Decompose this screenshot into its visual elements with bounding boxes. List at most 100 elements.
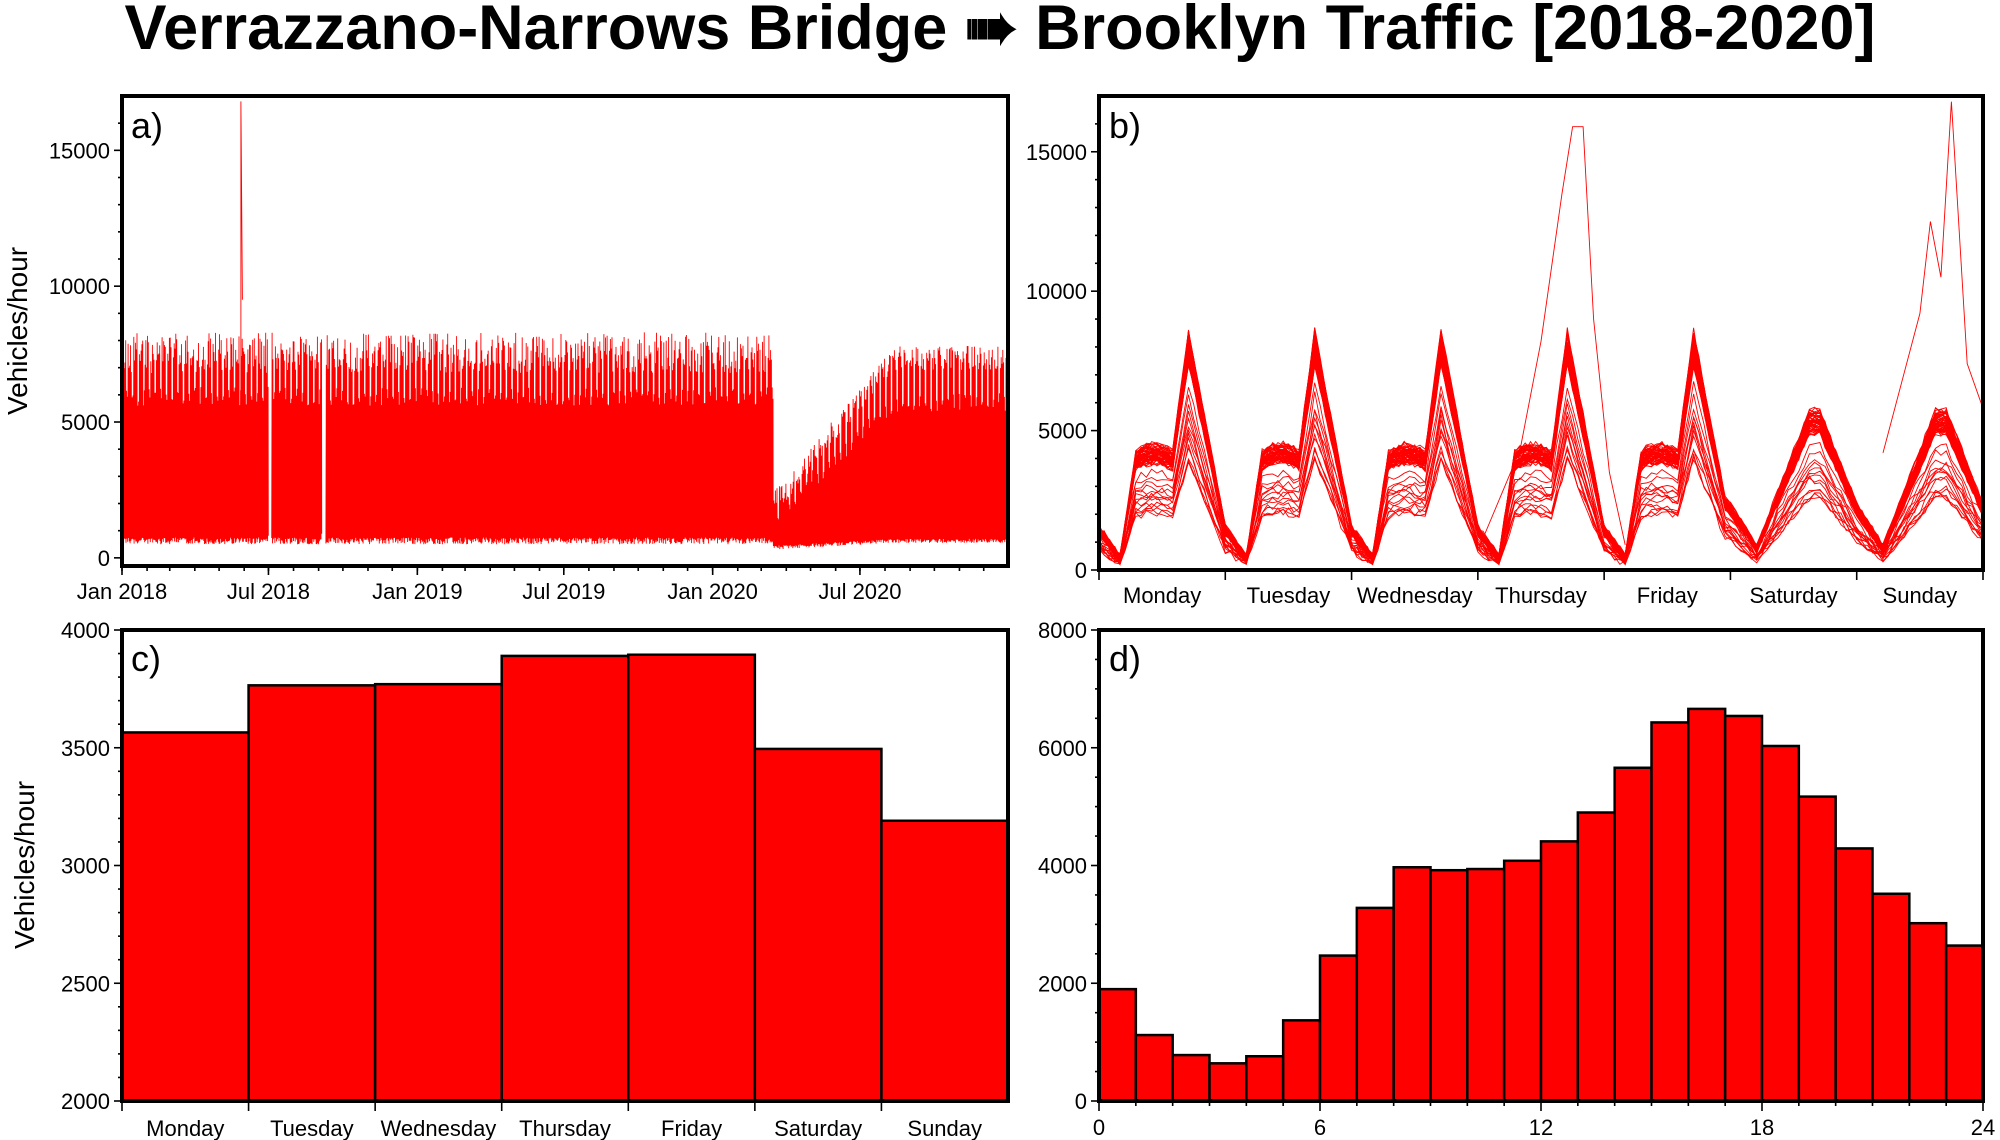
panel-d-bar: [1760, 744, 1801, 1103]
panel-d-y-tick-label: 2000: [1038, 971, 1087, 996]
panel-d-label: d): [1109, 638, 1141, 679]
panel-b-x-tick-label: Tuesday: [1247, 583, 1331, 608]
panel-a-y-tick-label: 15000: [49, 138, 110, 163]
panel-d-x-tick-label: 24: [1971, 1115, 1995, 1140]
panel-a-y-tick-label: 0: [98, 546, 110, 571]
panel-c-x-tick-label: Monday: [146, 1116, 224, 1140]
panel-d-bar: [1466, 867, 1506, 1103]
panel-a-x-tick-label: Jul 2019: [522, 579, 605, 604]
panel-b-week-line: [1099, 327, 1983, 560]
panel-d-bar: [1281, 1019, 1322, 1103]
panel-b: 0 5000 10000 15000 Monday Tuesday Wednesday Thu…: [1026, 94, 1985, 608]
panel-a-x-tick-label: Jul 2020: [818, 579, 901, 604]
panel-c-bars: [120, 653, 1010, 1103]
panel-d-frame: [1097, 628, 1985, 1103]
panel-d-bar: [1576, 811, 1616, 1103]
panel-b-y-tick-label: 5000: [1038, 419, 1087, 444]
panel-c-y-tick-label: 3000: [61, 854, 110, 879]
panel-d-bar: [1097, 987, 1138, 1103]
panel-a-hourly-traffic-line: [122, 332, 1008, 550]
panel-d-bar: [1318, 954, 1359, 1103]
panel-b-x-tick-label: Thursday: [1495, 583, 1587, 608]
panel-d-bar: [1355, 906, 1395, 1103]
panel-b-outlier-thursday-line: [1477, 126, 1626, 551]
panel-b-week-line: [1099, 359, 1983, 564]
panel-c-bar: [627, 653, 757, 1103]
panel-c-frame: [120, 628, 1010, 1103]
panel-a-ticks: 0 5000 10000 15000 Jan 2018 Jul 2018 Jan 2019 J…: [49, 122, 985, 604]
panel-d-x-tick-label: 18: [1750, 1115, 1774, 1140]
panel-a-x-tick-label: Jul 2018: [227, 579, 310, 604]
panel-d-bar: [1429, 868, 1469, 1103]
panel-a-spike-line: [240, 101, 243, 504]
panel-c: 2000 2500 3000 3500 4000 Monday Tuesday Wednesd…: [9, 618, 1010, 1140]
panel-d-y-tick-label: 4000: [1038, 854, 1087, 879]
panel-d-y-tick-label: 0: [1075, 1089, 1087, 1114]
panel-b-y-tick-label: 10000: [1026, 279, 1087, 304]
panel-c-bar: [120, 731, 250, 1103]
panel-b-week-line: [1099, 331, 1983, 559]
panel-d-bar: [1134, 1033, 1174, 1103]
panel-d-ticks: 0 2000 4000 6000 8000 0 6 12 18 24: [1038, 618, 1995, 1140]
panel-d-y-tick-label: 6000: [1038, 736, 1087, 761]
panel-a-y-axis-label: Vehicles/hour: [2, 247, 33, 415]
panel-d-y-tick-label: 8000: [1038, 618, 1087, 643]
panel-c-ticks: 2000 2500 3000 3500 4000 Monday Tuesday Wednesd…: [61, 618, 982, 1140]
panel-d-bar: [1797, 795, 1837, 1103]
panel-c-x-tick-label: Saturday: [774, 1116, 862, 1140]
panel-c-x-tick-label: Friday: [661, 1116, 722, 1140]
panel-c-label: c): [131, 638, 161, 679]
panel-d-bars: [1097, 707, 1985, 1103]
panel-c-x-tick-label: Thursday: [519, 1116, 611, 1140]
panel-b-week-line: [1099, 456, 1983, 566]
panel-c-y-tick-label: 2500: [61, 971, 110, 996]
panel-d-bar: [1208, 1062, 1248, 1103]
panel-c-bar: [880, 819, 1010, 1103]
panel-d-bar: [1539, 840, 1580, 1103]
panel-c-bar: [247, 684, 377, 1103]
panel-d: 0 2000 4000 6000 8000 0 6 12 18 24 d): [1038, 618, 1995, 1140]
panel-c-y-tick-label: 2000: [61, 1089, 110, 1114]
panel-c-x-tick-label: Wednesday: [381, 1116, 497, 1140]
panel-d-bar: [1871, 892, 1911, 1103]
panel-a-label: a): [131, 105, 163, 146]
panel-d-bar: [1908, 921, 1948, 1103]
panel-b-x-tick-label: Sunday: [1883, 583, 1958, 608]
panel-a-y-tick-label: 5000: [61, 410, 110, 435]
panel-d-bar: [1613, 766, 1653, 1103]
panel-b-label: b): [1109, 105, 1141, 146]
panel-b-weekly-profiles: [1099, 101, 1983, 566]
panel-a-y-tick-label: 10000: [49, 274, 110, 299]
panel-d-bar: [1723, 714, 1764, 1103]
panel-a: 0 5000 10000 15000 Jan 2018 Jul 2018 Jan 2019 J…: [2, 94, 1010, 604]
figure-title: Verrazzano-Narrows Bridge ➠ Brooklyn Tra…: [125, 0, 1876, 63]
panel-a-x-tick-label: Jan 2020: [667, 579, 758, 604]
panel-d-x-tick-label: 0: [1093, 1115, 1105, 1140]
panel-c-y-tick-label: 4000: [61, 618, 110, 643]
panel-d-bar: [1502, 859, 1543, 1103]
panel-c-y-tick-label: 3500: [61, 736, 110, 761]
panel-b-x-tick-label: Saturday: [1750, 583, 1838, 608]
panel-d-bar: [1392, 866, 1432, 1103]
panel-c-y-axis-label: Vehicles/hour: [9, 781, 40, 949]
panel-d-x-tick-label: 12: [1529, 1115, 1553, 1140]
panel-d-bar: [1245, 1055, 1285, 1103]
panel-a-x-tick-label: Jan 2018: [77, 579, 168, 604]
panel-a-frame: [120, 94, 1010, 568]
panel-b-x-tick-label: Wednesday: [1357, 583, 1473, 608]
panel-b-x-tick-label: Monday: [1123, 583, 1201, 608]
panel-d-bar: [1944, 944, 1985, 1103]
panel-b-y-tick-label: 15000: [1026, 140, 1087, 165]
panel-d-bar: [1650, 721, 1690, 1103]
panel-c-x-tick-label: Tuesday: [270, 1116, 354, 1140]
panel-d-bar: [1834, 847, 1874, 1103]
panel-b-week-line: [1099, 327, 1983, 561]
panel-b-outlier-sunday-line: [1882, 101, 1983, 454]
panel-d-bar: [1171, 1053, 1211, 1103]
panel-a-series: [122, 101, 1008, 550]
panel-c-bar: [753, 747, 883, 1103]
panel-b-ticks: 0 5000 10000 15000 Monday Tuesday Wednesday Thu…: [1026, 123, 1984, 608]
panel-c-x-tick-label: Sunday: [907, 1116, 982, 1140]
panel-a-x-tick-label: Jan 2019: [372, 579, 463, 604]
